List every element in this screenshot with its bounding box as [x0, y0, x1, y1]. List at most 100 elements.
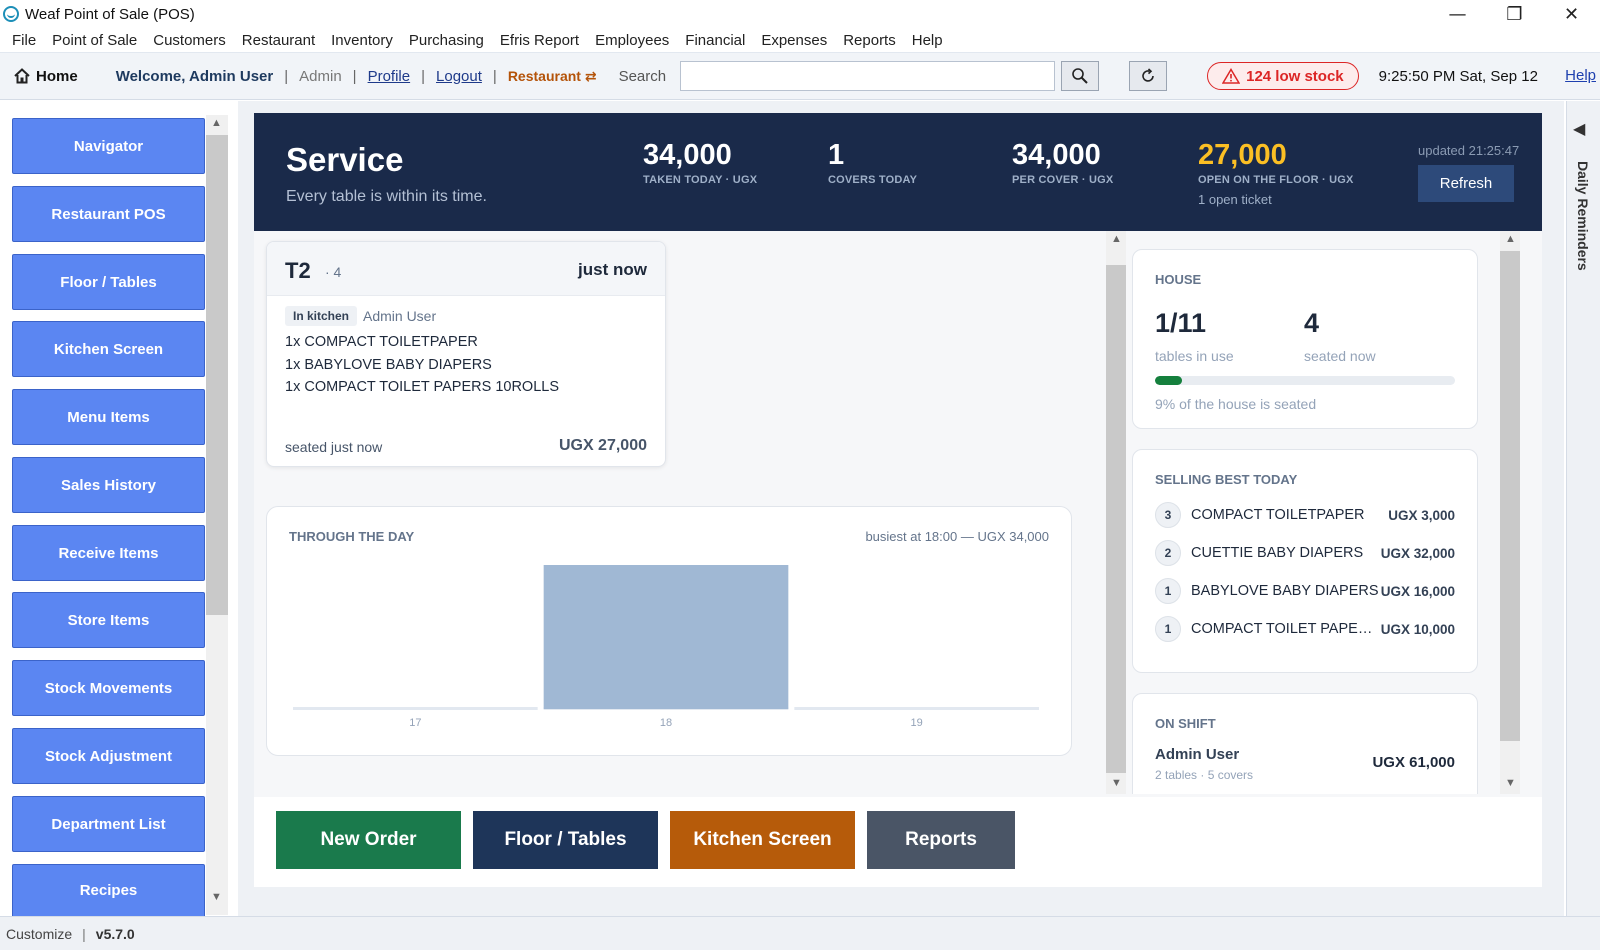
scroll-up-icon[interactable]: ▲: [211, 117, 222, 129]
scroll-down-icon[interactable]: ▼: [1111, 777, 1122, 789]
reports-button[interactable]: Reports: [867, 811, 1015, 869]
window-title: Weaf Point of Sale (POS): [25, 5, 195, 23]
nav-store-items-button[interactable]: Store Items: [12, 592, 205, 648]
nav-floor-tables-button[interactable]: Floor / Tables: [12, 254, 205, 310]
on-shift-title: ON SHIFT: [1155, 716, 1216, 731]
menu-inventory[interactable]: Inventory: [331, 31, 393, 49]
menu-restaurant[interactable]: Restaurant: [241, 31, 316, 49]
tables-in-use-value: 1/11: [1155, 308, 1207, 338]
user-role: Admin: [299, 67, 342, 85]
floor-tables-button[interactable]: Floor / Tables: [473, 811, 658, 869]
sidebar-scrollbar[interactable]: ▲ ▼: [206, 115, 228, 915]
kitchen-screen-button[interactable]: Kitchen Screen: [670, 811, 855, 869]
scroll-up-icon[interactable]: ▲: [1505, 233, 1516, 245]
best-sellers-card: SELLING BEST TODAY 3 COMPACT TOILETPAPER…: [1132, 449, 1478, 673]
menu-file[interactable]: File: [12, 31, 37, 49]
seated-now-label: seated now: [1304, 348, 1376, 364]
low-stock-badge[interactable]: 124 low stock: [1207, 62, 1359, 90]
new-order-button[interactable]: New Order: [276, 811, 461, 869]
nav-menu-items-button[interactable]: Menu Items: [12, 389, 205, 445]
stat-label: COVERS TODAY: [828, 174, 918, 186]
through-the-day-card: THROUGH THE DAY busiest at 18:00 — UGX 3…: [266, 506, 1072, 756]
house-title: HOUSE: [1155, 272, 1202, 287]
nav-recipes-button[interactable]: Recipes: [12, 864, 205, 916]
rank-badge: 2: [1155, 540, 1181, 566]
menu-efris-report[interactable]: Efris Report: [499, 31, 580, 49]
nav-department-list-button[interactable]: Department List: [12, 796, 205, 852]
shift-summary: 2 tables · 5 covers: [1155, 768, 1254, 782]
menu-purchasing[interactable]: Purchasing: [408, 31, 484, 49]
datetime: 9:25:50 PM Sat, Sep 12: [1378, 67, 1538, 85]
scroll-thumb[interactable]: [1106, 265, 1126, 773]
menu-help[interactable]: Help: [911, 31, 943, 49]
scroll-thumb[interactable]: [206, 135, 228, 615]
menu-financial[interactable]: Financial: [685, 31, 746, 49]
search-button[interactable]: [1061, 61, 1100, 91]
separator: |: [284, 67, 289, 85]
list-item: 1 BABYLOVE BABY DIAPERS UGX 16,000: [1155, 578, 1455, 604]
ticket-seated: seated just now: [285, 439, 383, 455]
scroll-down-icon[interactable]: ▼: [1505, 777, 1516, 789]
profile-link[interactable]: Profile: [367, 67, 411, 85]
right-panel-scrollbar[interactable]: ▲ ▼: [1500, 231, 1520, 794]
ticket-status-badge: In kitchen: [285, 306, 358, 326]
scroll-up-icon[interactable]: ▲: [1111, 233, 1122, 245]
ticket-item: 1x COMPACT TOILETPAPER: [285, 334, 478, 350]
close-button[interactable]: ✕: [1563, 3, 1580, 25]
x-tick-label: 19: [911, 717, 923, 729]
action-bar: New Order Floor / Tables Kitchen Screen …: [254, 797, 1542, 887]
right-panel: HOUSE 1/11 tables in use 4 seated now 9%…: [1126, 231, 1542, 794]
stat-label: OPEN ON THE FLOOR · UGX: [1198, 174, 1354, 186]
shift-total: UGX 61,000: [1372, 754, 1455, 771]
home-button[interactable]: Home: [14, 68, 78, 85]
nav-sales-history-button[interactable]: Sales History: [12, 457, 205, 513]
separator: |: [421, 67, 426, 85]
separator: |: [492, 67, 497, 85]
house-progress-fill: [1155, 376, 1182, 385]
customize-link[interactable]: Customize: [6, 925, 73, 942]
nav-stock-movements-button[interactable]: Stock Movements: [12, 660, 205, 716]
chart-bar: [543, 565, 789, 709]
refresh-button[interactable]: Refresh: [1418, 165, 1514, 202]
menu-expenses[interactable]: Expenses: [761, 31, 828, 49]
restore-button[interactable]: ❐: [1506, 3, 1523, 25]
house-card: HOUSE 1/11 tables in use 4 seated now 9%…: [1132, 249, 1478, 429]
low-stock-label: 124 low stock: [1246, 67, 1344, 85]
nav-stock-adjustment-button[interactable]: Stock Adjustment: [12, 728, 205, 784]
minimize-button[interactable]: —: [1448, 3, 1467, 25]
stat-taken-today: 34,000 TAKEN TODAY · UGX: [643, 139, 757, 186]
separator: |: [82, 925, 86, 942]
scroll-thumb[interactable]: [1500, 251, 1520, 741]
ticket-table-name: T2: [285, 258, 311, 283]
menu-employees[interactable]: Employees: [595, 31, 670, 49]
search-label: Search: [618, 67, 667, 85]
menu-point-of-sale[interactable]: Point of Sale: [52, 31, 138, 49]
nav-kitchen-screen-button[interactable]: Kitchen Screen: [12, 321, 205, 377]
menu-reports[interactable]: Reports: [843, 31, 896, 49]
search-input[interactable]: [680, 61, 1056, 91]
ticket-card[interactable]: T2 · 4 just now In kitchen Admin User 1x…: [266, 241, 666, 467]
menu-customers[interactable]: Customers: [153, 31, 226, 49]
page-title: Service: [286, 141, 404, 178]
scroll-down-icon[interactable]: ▼: [211, 891, 222, 903]
page-subtitle: Every table is within its time.: [286, 188, 487, 205]
list-item: 1 COMPACT TOILET PAPERS 1... UGX 10,000: [1155, 616, 1455, 642]
help-link[interactable]: Help: [1565, 67, 1596, 84]
nav-restaurant-pos-button[interactable]: Restaurant POS: [12, 186, 205, 242]
house-note: 9% of the house is seated: [1155, 396, 1317, 412]
welcome-text: Welcome, Admin User: [115, 67, 274, 85]
updated-timestamp: updated 21:25:47: [1418, 143, 1520, 158]
content-scrollbar[interactable]: ▲ ▼: [1106, 231, 1126, 794]
ticket-item: 1x COMPACT TOILET PAPERS 10ROLLS: [285, 379, 559, 395]
daily-reminders-tab[interactable]: Daily Reminders: [1575, 161, 1591, 271]
nav-navigator-button[interactable]: Navigator: [12, 118, 205, 174]
nav-receive-items-button[interactable]: Receive Items: [12, 525, 205, 581]
collapse-arrow-icon[interactable]: ◀: [1573, 121, 1586, 138]
stat-value: 34,000: [1012, 139, 1101, 171]
ticket-total: UGX 27,000: [558, 437, 647, 454]
logout-link[interactable]: Logout: [436, 67, 482, 85]
restaurant-switch[interactable]: Restaurant ⇄: [507, 67, 597, 84]
title-bar: Weaf Point of Sale (POS) — ❐ ✕: [0, 0, 1600, 28]
chart-note: busiest at 18:00 — UGX 34,000: [865, 529, 1049, 544]
reload-button[interactable]: [1129, 61, 1168, 91]
